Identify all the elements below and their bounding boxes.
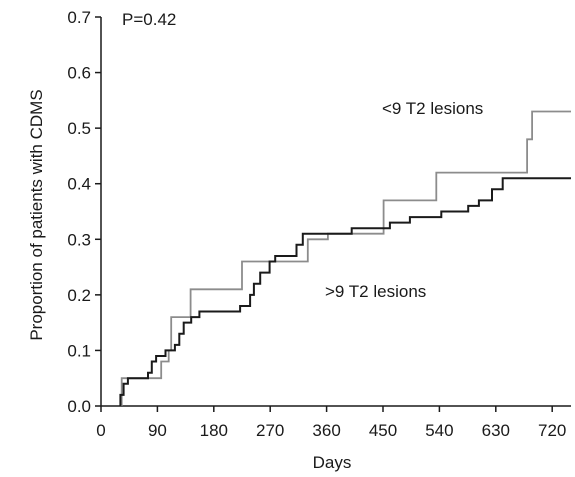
x-tick-label: 540 xyxy=(425,421,453,440)
x-tick-label: 720 xyxy=(538,421,566,440)
series-label-gt9: >9 T2 lesions xyxy=(325,282,426,301)
y-tick-label: 0.4 xyxy=(67,175,91,194)
axes xyxy=(100,17,571,407)
x-tick-label: 90 xyxy=(148,421,167,440)
y-tick-label: 0.3 xyxy=(67,230,91,249)
series-line-gt9 xyxy=(119,177,571,406)
x-tick-label: 180 xyxy=(200,421,228,440)
y-ticks: 0.0 0.1 0.2 0.3 0.4 0.5 0.6 0.7 xyxy=(67,8,101,416)
x-tick-label: 0 xyxy=(96,421,105,440)
x-tick-label: 630 xyxy=(482,421,510,440)
series-label-lt9: <9 T2 lesions xyxy=(382,99,483,118)
y-tick-label: 0.7 xyxy=(67,8,91,27)
x-tick-label: 360 xyxy=(312,421,340,440)
series-line-lt9 xyxy=(120,110,571,406)
y-tick-label: 0.1 xyxy=(67,341,91,360)
x-axis-title: Days xyxy=(313,453,352,472)
p-value-label: P=0.42 xyxy=(122,10,176,29)
y-axis-title: Proportion of patients with CDMS xyxy=(27,89,46,340)
y-tick-label: 0.6 xyxy=(67,64,91,83)
x-tick-label: 270 xyxy=(256,421,284,440)
x-ticks: 0 90 180 270 360 450 540 630 720 xyxy=(96,406,566,440)
y-tick-label: 0.0 xyxy=(67,397,91,416)
y-tick-label: 0.2 xyxy=(67,286,91,305)
x-tick-label: 450 xyxy=(369,421,397,440)
series-layer xyxy=(119,110,571,406)
y-tick-label: 0.5 xyxy=(67,119,91,138)
